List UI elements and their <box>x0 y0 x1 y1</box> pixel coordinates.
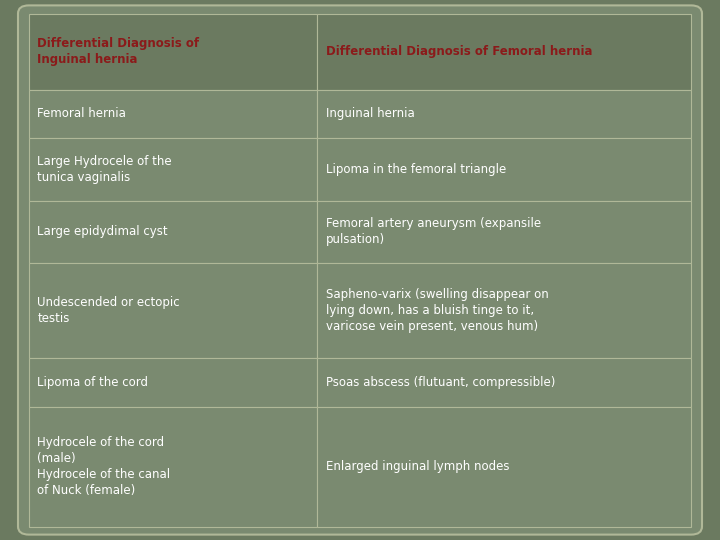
Bar <box>317 90 691 138</box>
Bar <box>317 358 691 407</box>
Bar <box>29 263 317 358</box>
Text: Enlarged inguinal lymph nodes: Enlarged inguinal lymph nodes <box>325 460 509 473</box>
Text: Femoral artery aneurysm (expansile
pulsation): Femoral artery aneurysm (expansile pulsa… <box>325 218 541 246</box>
Text: Undescended or ectopic
testis: Undescended or ectopic testis <box>37 296 180 325</box>
Bar <box>29 90 317 138</box>
Bar <box>29 201 317 263</box>
Text: Large epidydimal cyst: Large epidydimal cyst <box>37 226 168 239</box>
Bar <box>317 138 691 201</box>
Text: Inguinal hernia: Inguinal hernia <box>325 107 414 120</box>
Text: Differential Diagnosis of Femoral hernia: Differential Diagnosis of Femoral hernia <box>325 45 592 58</box>
FancyBboxPatch shape <box>18 5 702 535</box>
Bar <box>29 14 317 90</box>
Text: Hydrocele of the cord
(male)
Hydrocele of the canal
of Nuck (female): Hydrocele of the cord (male) Hydrocele o… <box>37 436 171 497</box>
Text: Lipoma of the cord: Lipoma of the cord <box>37 376 148 389</box>
Text: Lipoma in the femoral triangle: Lipoma in the femoral triangle <box>325 163 506 176</box>
Text: Psoas abscess (flutuant, compressible): Psoas abscess (flutuant, compressible) <box>325 376 555 389</box>
Bar <box>317 263 691 358</box>
Text: Differential Diagnosis of
Inguinal hernia: Differential Diagnosis of Inguinal herni… <box>37 37 199 66</box>
Bar <box>29 358 317 407</box>
Bar <box>29 407 317 526</box>
Text: Large Hydrocele of the
tunica vaginalis: Large Hydrocele of the tunica vaginalis <box>37 155 172 184</box>
Bar <box>317 14 691 90</box>
Bar <box>317 201 691 263</box>
Text: Femoral hernia: Femoral hernia <box>37 107 126 120</box>
Text: Sapheno-varix (swelling disappear on
lying down, has a bluish tinge to it,
varic: Sapheno-varix (swelling disappear on lyi… <box>325 288 549 333</box>
Bar <box>29 138 317 201</box>
Bar <box>317 407 691 526</box>
